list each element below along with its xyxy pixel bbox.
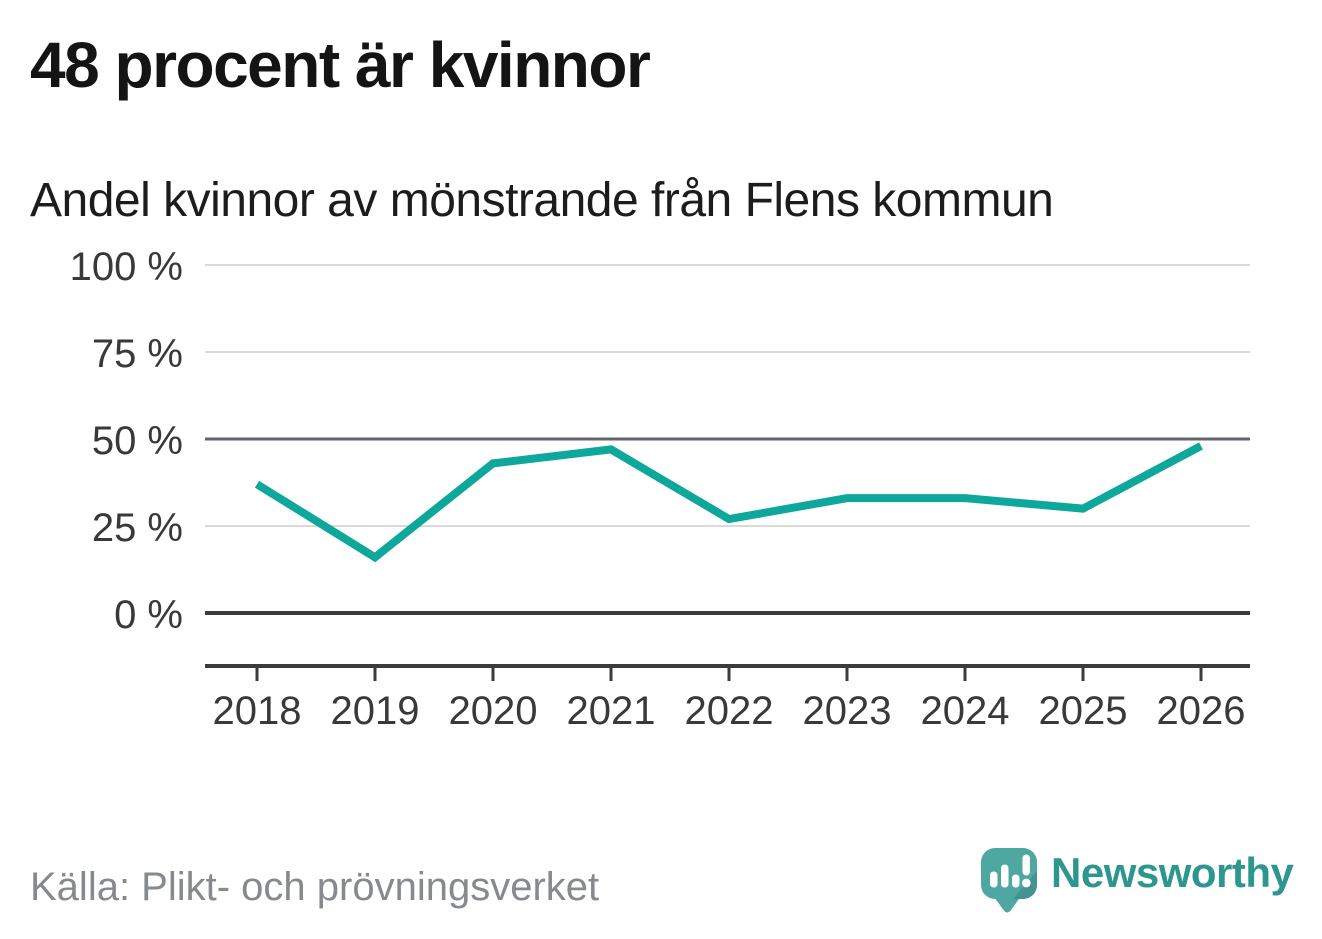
x-axis-tick-label: 2021 (567, 689, 656, 733)
y-axis-tick-label: 25 % (92, 506, 183, 550)
newsworthy-logo-icon (981, 848, 1037, 913)
y-axis-tick-label: 50 % (92, 419, 183, 463)
x-axis-tick-label: 2022 (685, 689, 774, 733)
logo-bar-chart-glyph (990, 864, 1020, 888)
y-axis-tick-label: 75 % (92, 332, 183, 376)
chart-subtitle: Andel kvinnor av mönstrande från Flens k… (30, 174, 1054, 227)
brand-name: Newsworthy (1051, 849, 1294, 896)
x-axis-tick-label: 2026 (1157, 689, 1246, 733)
x-axis-tick-label: 2019 (331, 689, 420, 733)
chart-title: 48 procent är kvinnor (30, 29, 651, 101)
source-attribution: Källa: Plikt- och prövningsverket (30, 865, 600, 909)
x-axis-tick-label: 2025 (1039, 689, 1128, 733)
y-axis-tick-label: 100 % (70, 245, 183, 289)
logo-exclamation-glyph (1021, 854, 1031, 888)
x-axis-tick-label: 2020 (449, 689, 538, 733)
series-line-andel-kvinnor (254, 442, 1203, 563)
x-axis-tick-label: 2023 (803, 689, 892, 733)
x-axis-tick-label: 2018 (213, 689, 302, 733)
x-axis-tick-label: 2024 (921, 689, 1010, 733)
y-axis-tick-label: 0 % (114, 593, 183, 637)
